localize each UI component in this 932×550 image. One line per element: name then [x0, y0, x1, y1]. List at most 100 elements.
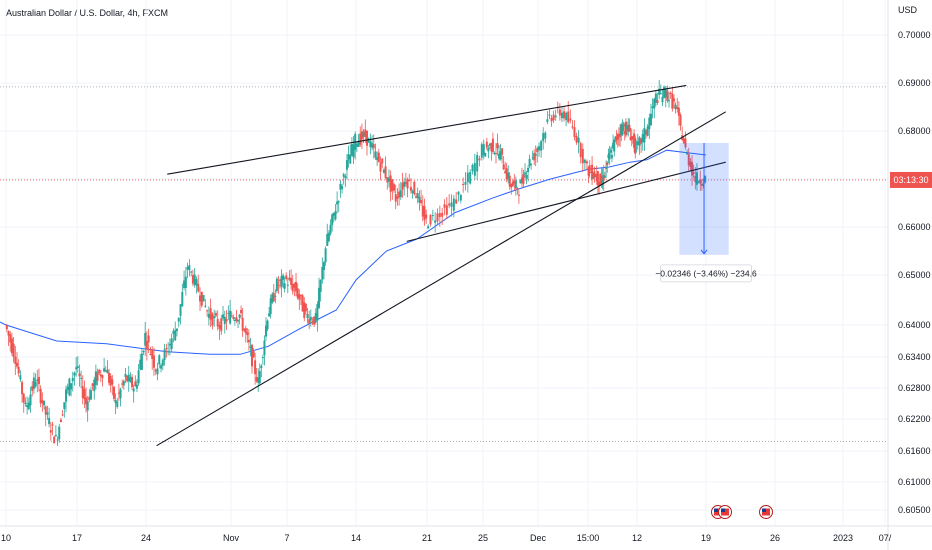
candle-body — [592, 177, 595, 179]
candle-body — [313, 316, 316, 325]
trend-line-wedge-lower[interactable] — [406, 161, 726, 242]
candle-body — [396, 196, 399, 199]
candle-body — [184, 276, 187, 288]
candle-body — [382, 169, 385, 173]
candle-body — [170, 338, 173, 350]
candle-body — [369, 141, 372, 147]
candle-body — [421, 205, 424, 217]
event-icons[interactable] — [711, 505, 773, 519]
candle-body — [295, 281, 298, 292]
candle-body — [122, 380, 125, 386]
candle-body — [209, 308, 212, 320]
candle-body — [116, 401, 119, 407]
candle-body — [606, 162, 609, 166]
candle-body — [145, 340, 148, 349]
candle-body — [283, 283, 286, 289]
candle-body — [195, 279, 198, 286]
price-axis[interactable]: USD0.700000.690000.680000.670000.660000.… — [888, 0, 932, 550]
candle-body — [177, 317, 180, 322]
candle-body — [282, 275, 285, 280]
candle-body — [605, 166, 608, 169]
candle-body — [598, 182, 601, 187]
candle-body — [425, 214, 428, 219]
candle-body — [567, 111, 570, 123]
candle-body — [43, 400, 46, 406]
candle-body — [404, 182, 407, 185]
price-tick-label: 0.60500 — [898, 505, 931, 515]
trendlines-group[interactable] — [156, 84, 726, 447]
candle-body — [91, 383, 94, 387]
measure-label: −0.02346 (−3.46%) −234.6 — [655, 268, 757, 278]
candle-body — [684, 138, 687, 148]
time-tick-label: 19 — [701, 533, 711, 543]
candle-body — [175, 328, 178, 332]
candle-body — [569, 118, 572, 121]
flag-event-icon[interactable] — [759, 505, 773, 519]
candle-body — [579, 143, 582, 158]
trend-line-support-diagonal[interactable] — [156, 111, 726, 447]
candle-body — [53, 436, 56, 444]
candle-body — [478, 158, 481, 161]
candle-body — [268, 313, 271, 317]
candle-body — [172, 330, 175, 334]
candle-body — [499, 151, 502, 160]
candle-body — [251, 344, 253, 367]
candle-body — [491, 138, 494, 152]
candle-body — [643, 128, 646, 143]
candle-body — [550, 117, 553, 122]
candle-body — [265, 325, 267, 337]
candle-body — [401, 182, 404, 190]
candle-body — [168, 343, 171, 346]
gridlines — [0, 0, 888, 526]
candle-body — [697, 181, 700, 183]
candle-body — [544, 132, 547, 139]
candle-body — [232, 317, 235, 319]
candle-body — [510, 183, 513, 188]
candle-body — [345, 159, 348, 170]
candle-body — [167, 351, 170, 353]
candle-body — [558, 109, 561, 116]
candle-body — [336, 201, 339, 205]
candle-body — [384, 166, 387, 178]
candle-body — [527, 167, 530, 173]
candle-body — [490, 143, 493, 152]
candle-body — [352, 144, 355, 158]
candle-body — [243, 329, 246, 331]
candle-body — [416, 193, 419, 198]
candle-body — [174, 330, 177, 341]
candle-body — [455, 199, 458, 204]
candle-body — [525, 174, 528, 179]
candle-body — [507, 172, 510, 179]
candle-body — [355, 143, 358, 147]
candle-body — [668, 100, 671, 102]
flag-event-icon[interactable] — [718, 505, 732, 519]
flag-icon-canton — [762, 508, 766, 512]
candle-body — [554, 115, 557, 118]
candle-body — [31, 386, 34, 391]
candle-body — [163, 349, 166, 360]
candle-body — [635, 143, 638, 145]
candle-body — [32, 377, 35, 389]
candle-body — [119, 389, 122, 399]
candle-body — [692, 172, 695, 174]
candle-body — [58, 426, 61, 440]
time-tick-label: 7 — [284, 533, 289, 543]
candle-body — [339, 183, 342, 190]
candle-body — [600, 175, 603, 185]
candle-body — [314, 313, 317, 323]
candle-body — [387, 177, 390, 182]
candle-body — [7, 331, 10, 336]
measure-tool[interactable]: −0.02346 (−3.46%) −234.6 — [655, 143, 757, 283]
candle-body — [505, 168, 508, 180]
candle-body — [530, 164, 533, 166]
trend-line-upper-channel[interactable] — [167, 84, 687, 175]
candle-body — [546, 119, 549, 122]
price-tick-label: 0.70000 — [898, 30, 931, 40]
candle-body — [408, 180, 411, 182]
candle-body — [350, 144, 353, 156]
candle-body — [591, 164, 594, 180]
candle-body — [423, 206, 426, 220]
candle-body — [565, 112, 568, 121]
